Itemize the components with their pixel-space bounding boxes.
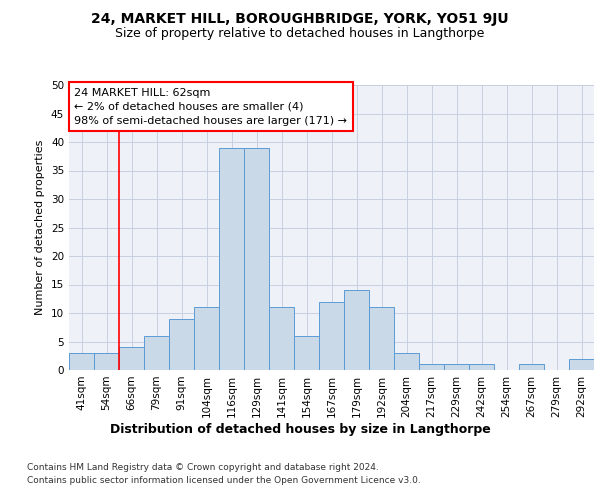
Bar [194,308,219,370]
Bar [144,336,169,370]
Bar [519,364,544,370]
Bar [369,308,394,370]
Y-axis label: Number of detached properties: Number of detached properties [35,140,46,315]
Text: Distribution of detached houses by size in Langthorpe: Distribution of detached houses by size … [110,422,490,436]
Bar [394,353,419,370]
Bar [569,358,594,370]
Bar [169,318,194,370]
Bar [219,148,244,370]
Bar [69,353,94,370]
Bar [119,347,144,370]
Text: 24, MARKET HILL, BOROUGHBRIDGE, YORK, YO51 9JU: 24, MARKET HILL, BOROUGHBRIDGE, YORK, YO… [91,12,509,26]
Bar [94,353,119,370]
Bar [469,364,494,370]
Text: 24 MARKET HILL: 62sqm
← 2% of detached houses are smaller (4)
98% of semi-detach: 24 MARKET HILL: 62sqm ← 2% of detached h… [74,88,347,126]
Bar [269,308,294,370]
Text: Contains public sector information licensed under the Open Government Licence v3: Contains public sector information licen… [27,476,421,485]
Bar [444,364,469,370]
Text: Contains HM Land Registry data © Crown copyright and database right 2024.: Contains HM Land Registry data © Crown c… [27,462,379,471]
Bar [319,302,344,370]
Bar [244,148,269,370]
Bar [419,364,444,370]
Bar [294,336,319,370]
Text: Size of property relative to detached houses in Langthorpe: Size of property relative to detached ho… [115,28,485,40]
Bar [344,290,369,370]
